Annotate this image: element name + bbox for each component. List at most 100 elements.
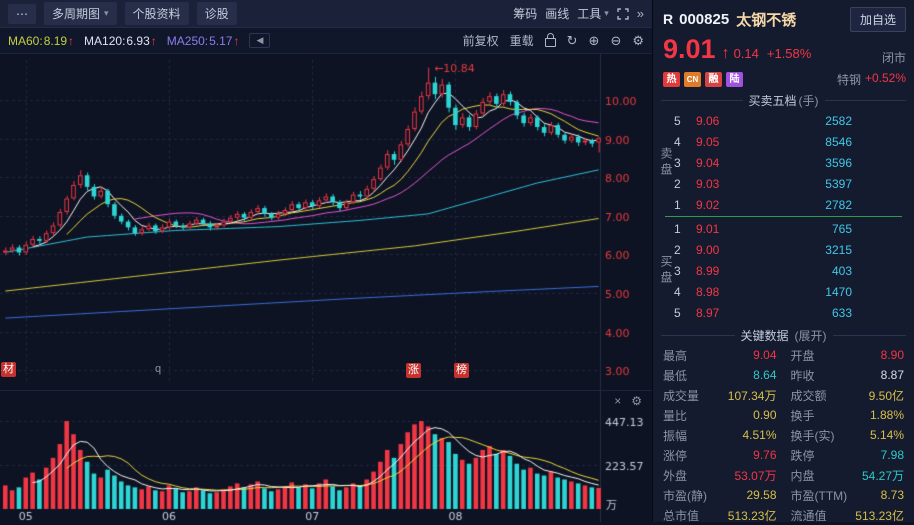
- divider: [832, 334, 907, 336]
- keydata-prev-close: 昨收 8.87: [790, 368, 905, 383]
- scroll-left-icon[interactable]: ◀: [249, 33, 271, 48]
- diagnose-label: 诊股: [204, 7, 229, 21]
- keydata-header: 关键数据 (展开): [653, 325, 914, 345]
- ma120-value: MA120: 6.93 ↑: [84, 33, 157, 48]
- keydata-high: 最高 9.04: [663, 348, 777, 363]
- zoom-in-icon[interactable]: ⊕: [588, 33, 600, 48]
- rank-marker-badge[interactable]: 榜: [454, 363, 469, 378]
- fullscreen-icon[interactable]: [617, 7, 629, 20]
- kline-chart-area: 材 q 涨 榜: [0, 54, 652, 390]
- buy-side-label: 买盘: [659, 254, 673, 287]
- stock-name: 太钢不锈: [736, 11, 797, 29]
- volume-pane-controls: × ⚙: [614, 394, 642, 408]
- kline-canvas[interactable]: [0, 54, 652, 390]
- reload-button[interactable]: 重载: [509, 34, 534, 48]
- sector-change: +0.52%: [864, 70, 906, 85]
- chart-controls: 前复权 重载 ↻ ⊕ ⊖ ⚙: [463, 32, 644, 49]
- volume-close-icon[interactable]: ×: [614, 394, 622, 408]
- divider: [824, 99, 907, 101]
- draw-line-button[interactable]: 画线: [545, 5, 569, 22]
- keydata-limit-up: 涨停 9.76: [663, 448, 777, 463]
- key-data-row: 外盘 53.07万 内盘 54.27万: [655, 465, 912, 485]
- key-data-row: 总市值 513.23亿 流通值 513.23亿: [655, 505, 912, 525]
- keydata-pe-static: 市盈(静) 29.58: [663, 488, 777, 503]
- price-row: 9.01 ↑ 0.14 +1.58% 闭市: [653, 30, 914, 66]
- stock-info-button[interactable]: 个股资料: [124, 2, 189, 25]
- key-data-row: 涨停 9.76 跌停 7.98: [655, 445, 912, 465]
- refresh-icon[interactable]: ↻: [566, 33, 578, 48]
- key-data-row: 最低 8.64 昨收 8.87: [655, 365, 912, 385]
- sector-link[interactable]: 特钢 +0.52%: [837, 71, 906, 88]
- draw-line-label: 画线: [545, 7, 570, 21]
- sell-row-2[interactable]: 2 9.03 5397: [674, 176, 852, 191]
- sell-row-3[interactable]: 3 9.04 3596: [674, 155, 852, 170]
- margin-badge[interactable]: 融: [705, 71, 722, 87]
- stock-info-label: 个股资料: [132, 7, 181, 21]
- buy-row-2[interactable]: 2 9.00 3215: [674, 242, 852, 257]
- stock-code: 000825: [679, 10, 730, 28]
- chart-toolbar: ⋯ 多周期图 ▾ 个股资料 诊股 筹码 画线 工具 ▾ »: [0, 0, 652, 28]
- ellipsis-icon: ⋯: [16, 6, 28, 21]
- divider: [661, 334, 735, 336]
- news-marker-badge[interactable]: 材: [1, 362, 16, 377]
- limit-up-marker-badge[interactable]: 涨: [406, 363, 421, 378]
- diagnose-button[interactable]: 诊股: [196, 2, 237, 25]
- margin-flag: R: [663, 11, 674, 27]
- buy-row-4[interactable]: 4 8.98 1470: [674, 284, 852, 299]
- sell-row-1[interactable]: 1 9.02 2782: [674, 197, 852, 212]
- up-arrow-icon: ↑: [68, 33, 75, 48]
- chips-button[interactable]: 筹码: [513, 5, 537, 22]
- tools-button[interactable]: 工具 ▾: [577, 5, 609, 22]
- buy-row-3[interactable]: 3 8.99 403: [674, 263, 852, 278]
- buy-row-5[interactable]: 5 8.97 633: [674, 305, 852, 320]
- keydata-float-market-cap: 流通值 513.23亿: [790, 508, 905, 523]
- keydata-pe-ttm: 市盈(TTM) 8.73: [790, 488, 905, 503]
- add-watchlist-button[interactable]: 加自选: [849, 6, 906, 32]
- badge-row: 热 CN 融 陆 特钢 +0.52%: [653, 66, 914, 88]
- keydata-turnover-rate-real: 换手(实) 5.14%: [790, 428, 905, 443]
- quote-panel: R 000825 太钢不锈 加自选 9.01 ↑ 0.14 +1.58% 闭市 …: [652, 0, 914, 525]
- hot-badge[interactable]: 热: [663, 71, 680, 87]
- last-price: 9.01: [663, 34, 716, 64]
- lock-icon[interactable]: [544, 33, 556, 47]
- chart-panel: ⋯ 多周期图 ▾ 个股资料 诊股 筹码 画线 工具 ▾ » MA60: 8.19 ↑ M…: [0, 0, 652, 522]
- key-data-row: 最高 9.04 开盘 8.90: [655, 345, 912, 365]
- keydata-volume: 成交量 107.34万: [663, 388, 777, 403]
- event-marker[interactable]: q: [155, 363, 162, 375]
- key-data-row: 量比 0.90 换手 1.88%: [655, 405, 912, 425]
- up-arrow-icon: ↑: [721, 45, 730, 62]
- sell-row-4[interactable]: 4 9.05 8546: [674, 134, 852, 149]
- stock-header: R 000825 太钢不锈 加自选: [653, 0, 914, 32]
- sell-row-5[interactable]: 5 9.06 2582: [674, 113, 852, 128]
- sector-name: 特钢: [836, 72, 861, 87]
- sell-side-label: 卖盘: [659, 146, 673, 179]
- collapse-panel-icon[interactable]: »: [636, 6, 644, 21]
- adjust-mode-button[interactable]: 前复权: [462, 34, 499, 48]
- volume-canvas[interactable]: [0, 391, 652, 522]
- multi-period-button[interactable]: 多周期图 ▾: [44, 2, 117, 25]
- orderbook-header: 买卖五档 (手): [653, 90, 914, 110]
- zoom-out-icon[interactable]: ⊖: [610, 33, 622, 48]
- settings-icon[interactable]: ⚙: [632, 33, 644, 48]
- price-change-pct: +1.58%: [766, 46, 812, 61]
- keydata-outer-volume: 外盘 53.07万: [663, 468, 777, 483]
- key-data-row: 成交量 107.34万 成交额 9.50亿: [655, 385, 912, 405]
- keydata-total-market-cap: 总市值 513.23亿: [663, 508, 777, 523]
- keydata-title: 关键数据: [740, 328, 789, 343]
- ma-toolbar: MA60: 8.19 ↑ MA120: 6.93 ↑ MA250: 5.17 ↑ ◀ 前复权…: [0, 28, 652, 54]
- connect-badge[interactable]: 陆: [726, 71, 743, 87]
- keydata-amplitude: 振幅 4.51%: [663, 428, 777, 443]
- cn-badge[interactable]: CN: [684, 71, 701, 87]
- volume-settings-icon[interactable]: ⚙: [631, 394, 642, 408]
- chevron-down-icon: ▾: [104, 8, 109, 18]
- keydata-expand-link[interactable]: (展开): [794, 328, 827, 343]
- tools-label: 工具: [577, 7, 602, 21]
- price-change: 0.14: [733, 46, 759, 61]
- chips-label: 筹码: [513, 7, 538, 21]
- sell-rows: 5 9.06 2582 4 9.05 8546 3 9.04 3596 2 9.03 5397 …: [674, 110, 908, 215]
- buy-row-1[interactable]: 1 9.01 765: [674, 221, 852, 236]
- more-menu-button[interactable]: ⋯: [8, 3, 36, 24]
- ma250-value: MA250: 5.17 ↑: [166, 33, 240, 48]
- chevron-down-icon: ▾: [604, 8, 609, 18]
